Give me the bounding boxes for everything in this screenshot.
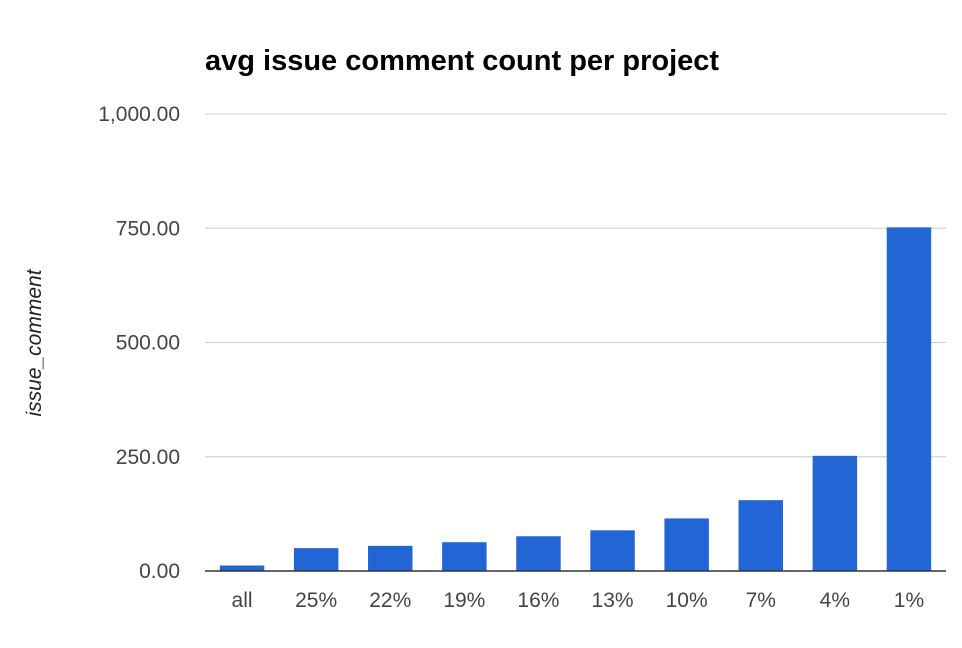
x-tick-label: 22% [369,589,411,612]
x-tick-label: 19% [443,589,485,612]
y-tick-label: 250.00 [116,446,180,469]
bar-1pct [886,227,932,571]
y-tick-label: 500.00 [116,332,180,355]
chart-title: avg issue comment count per project [205,45,719,77]
x-tick-label: 25% [295,589,337,612]
bars [219,227,932,571]
x-tick-label: 7% [746,589,776,612]
x-tick-label: 10% [666,589,708,612]
bar-10pct [664,518,709,571]
x-tick-label: 4% [820,589,850,612]
y-tick-label: 1,000.00 [98,103,180,126]
bar-25pct [293,548,339,571]
y-tick-label: 750.00 [116,217,180,240]
bar-22pct [368,545,413,571]
x-axis-ticks: all 25% 22% 19% 16% 13% 10% 7% 4% 1% [232,589,925,612]
bar-13pct [590,530,635,571]
x-tick-label: 1% [894,589,924,612]
bar-all [219,565,265,571]
bar-7pct [738,500,783,571]
bar-19pct [442,542,487,571]
gridlines [205,113,946,458]
y-axis-ticks: 0.00 250.00 500.00 750.00 1,000.00 [98,103,180,583]
bar-16pct [516,536,561,571]
x-tick-label: all [232,589,253,612]
bar-4pct [812,455,858,571]
x-tick-label: 16% [517,589,559,612]
y-tick-label: 0.00 [139,560,180,583]
x-tick-label: 13% [592,589,634,612]
y-axis-title: issue_comment [23,268,46,416]
